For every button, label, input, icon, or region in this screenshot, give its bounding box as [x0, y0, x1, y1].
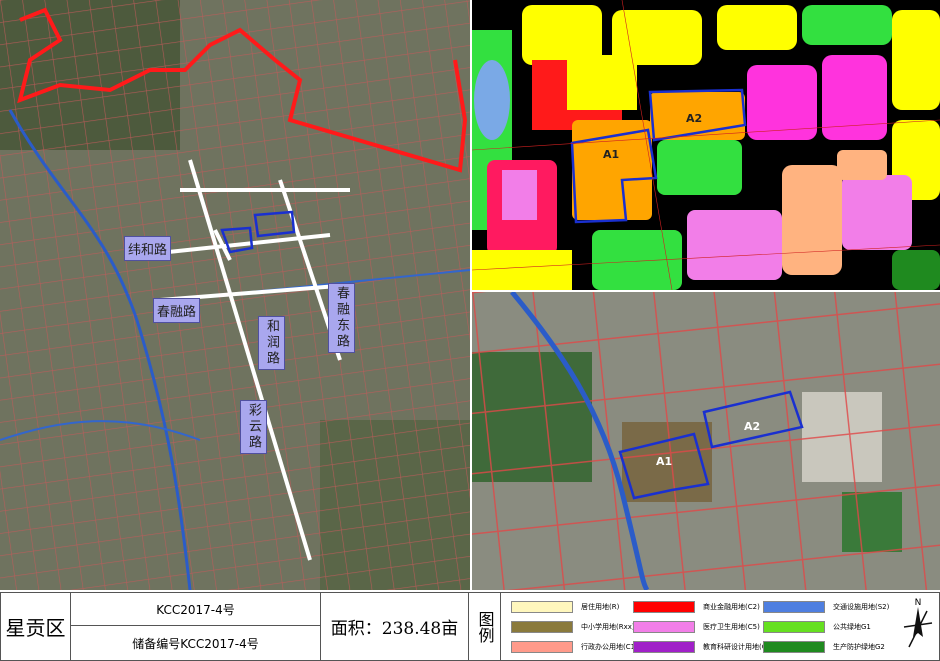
photo-map: [472, 292, 940, 590]
legend-label: 生产防护绿地G2: [833, 643, 885, 651]
left-map: [0, 0, 470, 590]
road-label: 春融路: [153, 298, 201, 323]
road-label: 纬和路: [124, 236, 172, 261]
road-label: 彩云路: [240, 400, 267, 454]
parcel-label: A1: [656, 455, 673, 468]
legend-swatch: [763, 601, 825, 613]
legend-label: 医疗卫生用地(C5): [703, 623, 760, 631]
legend-item: 居住用地(R): [511, 601, 619, 613]
north-label: N: [915, 598, 922, 608]
area: 面积：238.48亩: [321, 593, 469, 660]
legend-swatch: [633, 641, 695, 653]
legend-title: 图例: [469, 593, 501, 660]
district: 星贡区: [1, 593, 71, 660]
legend-item: 医疗卫生用地(C5): [633, 621, 760, 633]
legend-swatch: [633, 621, 695, 633]
legend-swatch: [763, 641, 825, 653]
road-label: 春融东路: [328, 283, 355, 353]
legend-label: 交通设施用地(S2): [833, 603, 890, 611]
legend-swatch: [511, 641, 573, 653]
plot-code: KCC2017-4号: [71, 593, 321, 626]
parcel-label: A1: [603, 148, 620, 161]
legend-label: 行政办公用地(C1): [581, 643, 638, 651]
reserve-code: 储备编号KCC2017-4号: [71, 626, 321, 660]
legend-item: 教育科研设计用地(C6): [633, 641, 774, 653]
legend-item: 商业金融用地(C2): [633, 601, 760, 613]
parcel-label: A2: [686, 112, 703, 125]
road-label: 和润路: [258, 316, 285, 370]
legend: 居住用地(R) 商业金融用地(C2) 交通设施用地(S2) 中小学用地(Rxx) 医疗卫…: [501, 593, 901, 660]
legend-swatch: [633, 601, 695, 613]
legend-swatch: [511, 621, 573, 633]
legend-item: 行政办公用地(C1): [511, 641, 638, 653]
legend-label: 商业金融用地(C2): [703, 603, 760, 611]
plan-map: [472, 0, 940, 290]
legend-item: 公共绿地G1: [763, 621, 871, 633]
legend-swatch: [511, 601, 573, 613]
legend-swatch: [763, 621, 825, 633]
footer: 星贡区 KCC2017-4号 储备编号KCC2017-4号 面积：238.48亩…: [0, 592, 940, 661]
legend-item: 交通设施用地(S2): [763, 601, 889, 613]
legend-label: 居住用地(R): [581, 603, 620, 611]
north-arrow: N: [903, 598, 933, 648]
legend-item: 生产防护绿地G2: [763, 641, 885, 653]
legend-label: 中小学用地(Rxx): [581, 623, 635, 631]
legend-item: 中小学用地(Rxx): [511, 621, 635, 633]
parcel-label: A2: [744, 420, 761, 433]
legend-label: 教育科研设计用地(C6): [703, 643, 774, 651]
legend-label: 公共绿地G1: [833, 623, 871, 631]
